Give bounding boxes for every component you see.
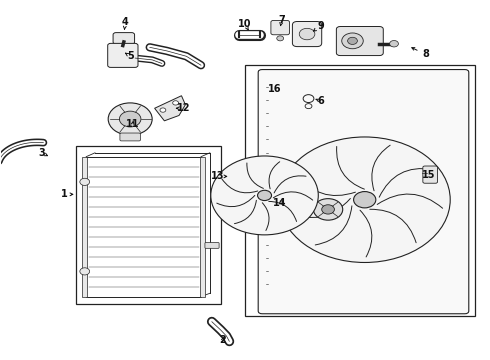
Bar [245,65,475,316]
Circle shape [322,205,334,214]
Circle shape [211,156,318,235]
Text: 11: 11 [126,120,139,129]
FancyBboxPatch shape [108,43,138,67]
Bar [76,146,221,304]
Text: 2: 2 [220,334,226,345]
Polygon shape [155,96,185,121]
Circle shape [160,108,166,112]
FancyBboxPatch shape [113,33,135,44]
Text: 16: 16 [268,84,281,94]
Text: 1: 1 [61,189,68,199]
Circle shape [108,103,152,135]
Circle shape [299,28,315,40]
Bar [200,157,205,297]
FancyBboxPatch shape [423,166,438,183]
Circle shape [80,268,90,275]
Circle shape [342,33,363,49]
Circle shape [80,178,90,185]
Circle shape [354,192,376,208]
Text: 8: 8 [422,49,429,59]
Bar [82,157,87,297]
Circle shape [347,37,357,44]
Circle shape [258,190,271,201]
Text: 12: 12 [177,103,191,113]
Text: 9: 9 [318,21,324,31]
Text: 5: 5 [127,51,134,61]
Text: 14: 14 [272,198,286,208]
Bar [86,157,201,297]
Text: 6: 6 [318,96,324,106]
Text: 4: 4 [122,17,129,27]
Circle shape [120,111,141,127]
FancyBboxPatch shape [205,243,219,248]
FancyBboxPatch shape [271,21,290,35]
Circle shape [172,101,178,105]
FancyBboxPatch shape [120,133,141,141]
Text: 13: 13 [211,171,225,181]
Circle shape [314,199,343,220]
Text: 15: 15 [421,170,435,180]
Text: 7: 7 [278,15,285,26]
Text: 3: 3 [39,148,46,158]
Text: 10: 10 [238,19,252,29]
Circle shape [277,36,284,41]
Circle shape [279,137,450,262]
FancyBboxPatch shape [258,69,469,314]
FancyBboxPatch shape [293,22,322,46]
FancyBboxPatch shape [336,27,383,55]
Circle shape [390,41,398,47]
